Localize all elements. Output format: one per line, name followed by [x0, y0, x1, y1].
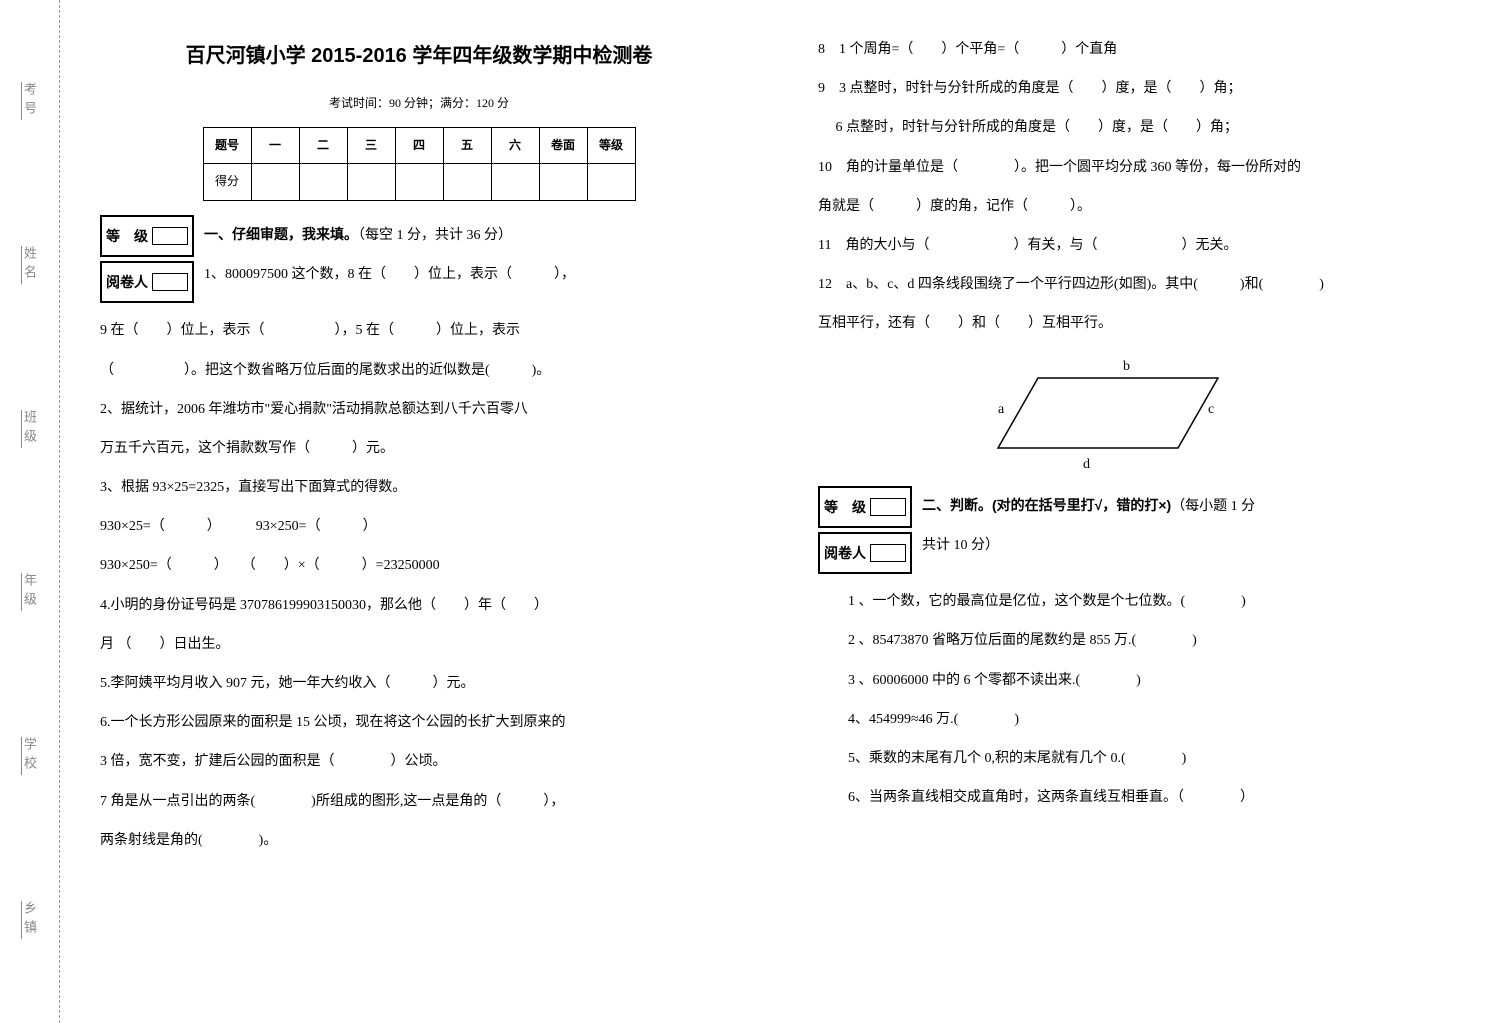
right-column: 8 1 个周角=（ ）个平角=（ ）个直角 9 3 点整时，时针与分针所成的角度… [778, 0, 1496, 1023]
hdr-3: 三 [347, 128, 395, 164]
section1-suffix: （每空 1 分，共计 36 分） [358, 228, 512, 243]
grade-box: 等 级 [100, 215, 194, 257]
section1-title-wrap: 一、仔细审题，我来填。（每空 1 分，共计 36 分） 1、800097500 … [204, 215, 575, 294]
q4a: 4.小明的身份证号码是 370786199903150030，那么他（ ）年（ … [100, 586, 738, 625]
q12a: 12 a、b、c、d 四条线段围绕了一个平行四边形(如图)。其中( )和( ) [818, 265, 1456, 304]
q1a: 1、800097500 这个数，8 在（ ）位上，表示（ ）， [204, 255, 575, 294]
q5: 5.李阿姨平均月收入 907 元，她一年大约收入（ ）元。 [100, 664, 738, 703]
q11: 11 角的大小与（ ）有关，与（ ）无关。 [818, 226, 1456, 265]
label-d: d [1083, 457, 1090, 472]
side-label-5: 乡镇 [20, 901, 39, 941]
s2-q5: 5、乘数的末尾有几个 0,积的末尾就有几个 0.( ) [818, 739, 1456, 778]
section2-header: 等 级 阅卷人 二、判断。(对的在括号里打√，错的打×)（每小题 1 分 共计 … [818, 486, 1456, 575]
q10a: 10 角的计量单位是（ ）。把一个圆平均分成 360 等份，每一份所对的 [818, 148, 1456, 187]
q1b: 9 在（ ）位上，表示（ ），5 在（ ）位上，表示 [100, 311, 738, 350]
parallelogram-diagram: a b c d [938, 348, 1238, 478]
side-label-0: 考号 [20, 82, 39, 122]
q7b: 两条射线是角的( )。 [100, 821, 738, 860]
hdr-2: 二 [299, 128, 347, 164]
q9a: 9 3 点整时，时针与分针所成的角度是（ ）度，是（ ）角； [818, 69, 1456, 108]
reader-box-2: 阅卷人 [818, 532, 912, 574]
left-column: 百尺河镇小学 2015-2016 学年四年级数学期中检测卷 考试时间：90 分钟… [60, 0, 778, 1023]
score-table: 题号 一 二 三 四 五 六 卷面 等级 得分 [203, 127, 636, 200]
q2b: 万五千六百元，这个捐款数写作（ ）元。 [100, 429, 738, 468]
section2-title: 二、判断。(对的在括号里打√，错的打×) [922, 497, 1171, 513]
reader-box: 阅卷人 [100, 261, 194, 303]
q12b: 互相平行，还有（ ）和（ ）互相平行。 [818, 304, 1456, 343]
q1c: （ ）。把这个数省略万位后面的尾数求出的近似数是( )。 [100, 351, 738, 390]
hdr-1: 一 [251, 128, 299, 164]
parallelogram-shape [998, 378, 1218, 448]
label-a: a [998, 402, 1005, 417]
side-label-4: 学校 [20, 737, 39, 777]
exam-subtitle: 考试时间：90 分钟；满分：120 分 [100, 88, 738, 119]
hdr-8: 等级 [587, 128, 635, 164]
section2-title-line2: 共计 10 分） [922, 526, 1255, 565]
q7a: 7 角是从一点引出的两条( )所组成的图形,这一点是角的（ ）， [100, 782, 738, 821]
hdr-4: 四 [395, 128, 443, 164]
side-label-1: 姓名 [20, 246, 39, 286]
main-content: 百尺河镇小学 2015-2016 学年四年级数学期中检测卷 考试时间：90 分钟… [60, 0, 1496, 1023]
hdr-0: 题号 [203, 128, 251, 164]
section2-title-wrap: 二、判断。(对的在括号里打√，错的打×)（每小题 1 分 共计 10 分） [922, 486, 1255, 565]
q6b: 3 倍，宽不变，扩建后公园的面积是（ ）公顷。 [100, 742, 738, 781]
label-b: b [1123, 359, 1130, 374]
q2a: 2、据统计，2006 年潍坊市"爱心捐款"活动捐款总额达到八千六百零八 [100, 390, 738, 429]
row2-label: 得分 [203, 164, 251, 200]
q3c: 930×250=（ ） （ ）×（ ）=23250000 [100, 546, 738, 585]
score-header-row: 题号 一 二 三 四 五 六 卷面 等级 [203, 128, 635, 164]
binding-sidebar: 考号 姓名 班级 年级 学校 乡镇 [0, 0, 60, 1023]
grade-boxes-2: 等 级 阅卷人 [818, 486, 912, 575]
section1-title: 一、仔细审题，我来填。 [204, 226, 358, 242]
section1-header: 等 级 阅卷人 一、仔细审题，我来填。（每空 1 分，共计 36 分） 1、80… [100, 215, 738, 304]
grade-box-2: 等 级 [818, 486, 912, 528]
s2-q2: 2 、85473870 省略万位后面的尾数约是 855 万.( ) [818, 621, 1456, 660]
label-c: c [1208, 402, 1214, 417]
hdr-7: 卷面 [539, 128, 587, 164]
grade-boxes-1: 等 级 阅卷人 [100, 215, 194, 304]
section2-suffix: （每小题 1 分 [1171, 499, 1255, 514]
side-label-3: 年级 [20, 573, 39, 613]
side-label-2: 班级 [20, 410, 39, 450]
q4b: 月 （ ）日出生。 [100, 625, 738, 664]
hdr-5: 五 [443, 128, 491, 164]
exam-title: 百尺河镇小学 2015-2016 学年四年级数学期中检测卷 [100, 30, 738, 82]
q3b: 930×25=（ ） 93×250=（ ） [100, 507, 738, 546]
s2-q1: 1 、一个数，它的最高位是亿位，这个数是个七位数。( ) [818, 582, 1456, 621]
q9b: 6 点整时，时针与分针所成的角度是（ ）度，是（ ）角； [818, 108, 1456, 147]
q3a: 3、根据 93×25=2325，直接写出下面算式的得数。 [100, 468, 738, 507]
s2-q4: 4、454999≈46 万.( ) [818, 700, 1456, 739]
q8: 8 1 个周角=（ ）个平角=（ ）个直角 [818, 30, 1456, 69]
score-value-row: 得分 [203, 164, 635, 200]
q10b: 角就是（ ）度的角，记作（ ）。 [818, 187, 1456, 226]
q6a: 6.一个长方形公园原来的面积是 15 公顷，现在将这个公园的长扩大到原来的 [100, 703, 738, 742]
s2-q3: 3 、60006000 中的 6 个零都不读出来.( ) [818, 661, 1456, 700]
hdr-6: 六 [491, 128, 539, 164]
s2-q6: 6、当两条直线相交成直角时，这两条直线互相垂直。（ ） [818, 778, 1456, 817]
